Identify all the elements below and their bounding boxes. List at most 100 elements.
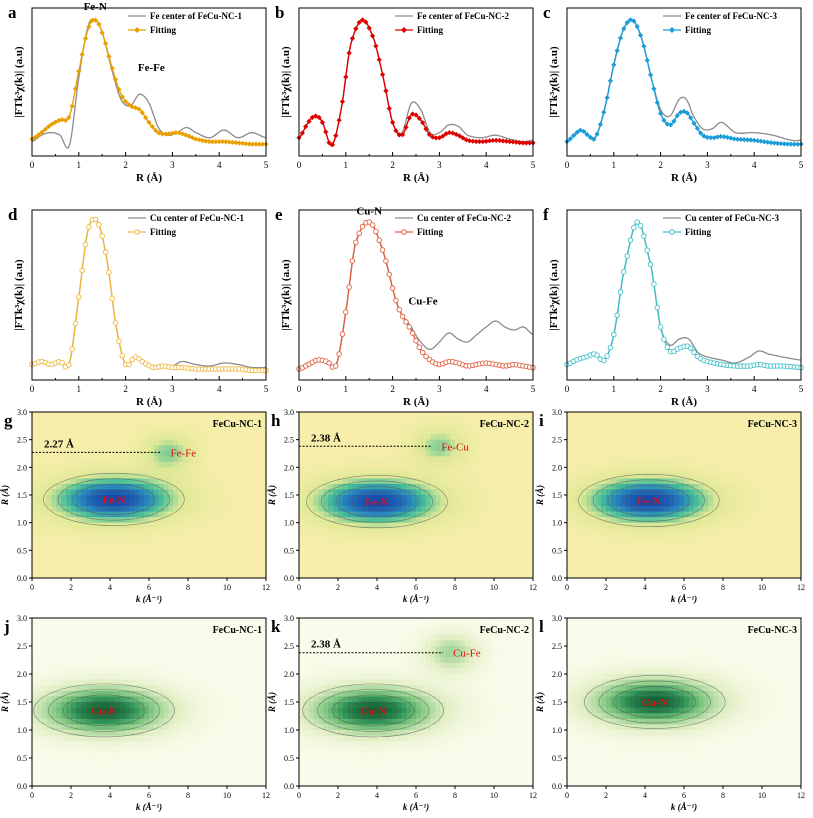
heat-cell (192, 478, 199, 485)
heat-cell (752, 561, 758, 568)
heat-cell (620, 439, 627, 446)
heat-cell (766, 550, 773, 557)
heat-cell (630, 572, 636, 579)
heat-cell (786, 566, 792, 574)
heat-cell (36, 533, 43, 540)
x-tick-label: 1 (77, 384, 82, 394)
heat-cell (95, 572, 101, 579)
heat-cell (153, 528, 160, 535)
heat-cell (684, 423, 690, 430)
heat-cell (406, 478, 412, 485)
heat-cell (420, 506, 427, 513)
heat-cell (752, 495, 758, 502)
fit-point (59, 359, 65, 366)
heat-cell (679, 439, 685, 446)
heat-cell (51, 517, 57, 524)
heat-cell (708, 417, 714, 424)
fit-point (624, 20, 630, 26)
contour-line (351, 491, 403, 512)
heat-cell (581, 539, 588, 546)
heat-cell (615, 528, 622, 535)
heat-cell (110, 456, 116, 463)
heat-cell (581, 472, 588, 479)
x-axis-label: R (Å) (136, 396, 162, 408)
heat-cell (246, 566, 252, 574)
heat-cell (742, 506, 748, 513)
heat-cell (411, 572, 417, 579)
legend-data-label: Fe center of FeCu-NC-3 (685, 11, 778, 21)
heat-cell (46, 445, 53, 452)
fit-point (299, 130, 305, 136)
heat-cell (781, 550, 787, 557)
heat-cell (212, 500, 218, 507)
heat-cell (367, 428, 373, 435)
heat-cell (391, 517, 398, 524)
heat-cell (416, 434, 422, 441)
heat-cell (372, 472, 378, 479)
fit-point (366, 219, 372, 225)
heat-cell (36, 467, 43, 474)
heat-cell (494, 506, 500, 513)
heat-cell (713, 517, 719, 524)
heat-cell (231, 572, 238, 579)
heat-cell (183, 500, 189, 507)
heat-cell (217, 445, 223, 452)
heat-cell (217, 550, 223, 557)
heat-cell (576, 561, 583, 568)
heat-cell (513, 500, 519, 507)
heat-cell (36, 445, 43, 452)
heat-cell (416, 533, 422, 540)
heat-cell (377, 417, 383, 424)
heat-cell (576, 434, 583, 441)
heat-cell (503, 412, 510, 419)
heat-cell (318, 533, 324, 540)
heat-cell (747, 417, 753, 424)
fit-point (326, 360, 332, 366)
heat-cell (323, 511, 329, 518)
heat-cell (168, 555, 174, 562)
heat-cell (796, 511, 802, 518)
heat-cell (178, 506, 184, 513)
heat-cell (197, 539, 204, 546)
heat-cell (246, 517, 252, 524)
heat-cell (450, 461, 456, 468)
heat-cell (732, 417, 739, 424)
heat-cell (513, 511, 519, 518)
heat-cell (703, 566, 709, 574)
heat-cell (188, 483, 194, 491)
heat-cell (41, 456, 48, 463)
heat-cell (596, 434, 602, 441)
heat-cell (61, 517, 67, 524)
heat-cell (713, 495, 719, 502)
heat-cell (727, 489, 734, 496)
heat-cell (474, 467, 480, 474)
heat-cell (771, 467, 778, 474)
heat-cell (703, 495, 709, 502)
heat-cell (781, 489, 787, 496)
heat-cell (498, 506, 505, 513)
heat-cell (567, 533, 573, 540)
heat-cell (227, 417, 233, 424)
heat-cell (227, 561, 233, 568)
heat-cell (416, 555, 422, 562)
heat-cell (737, 500, 744, 507)
heat-cell (391, 506, 398, 513)
heat-cell (440, 450, 446, 457)
heat-cell (51, 561, 57, 568)
fit-point (621, 26, 627, 32)
heat-cell (51, 472, 57, 479)
x-tick-label: 3 (170, 160, 175, 170)
legend-fit-marker (401, 27, 407, 33)
heat-cell (576, 417, 583, 424)
heat-cell (757, 572, 763, 579)
heat-cell (32, 550, 38, 557)
heat-cell (508, 572, 515, 579)
heat-cell (318, 511, 324, 518)
heat-cell (328, 412, 334, 419)
heat-cell (236, 439, 243, 446)
heat-cell (576, 555, 583, 562)
heat-cell (119, 533, 126, 540)
heat-cell (251, 544, 257, 551)
heat-cell (352, 489, 359, 496)
heat-cell (625, 467, 631, 474)
